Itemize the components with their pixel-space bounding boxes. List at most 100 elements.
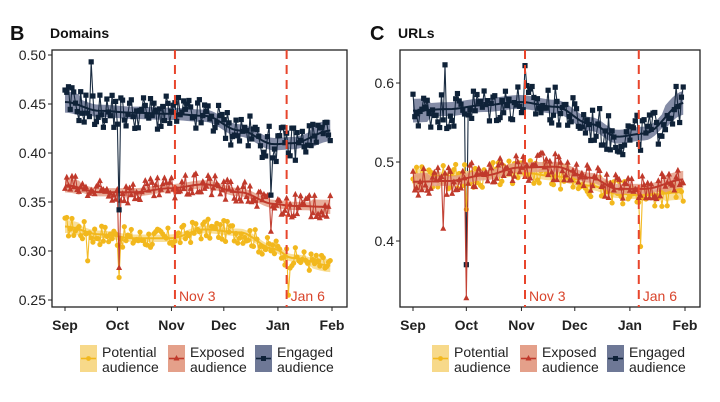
data-point-engaged [268,192,274,198]
data-point-exposed [306,192,313,198]
data-point-potential [191,230,197,236]
data-point-potential [413,164,420,170]
data-point-engaged [102,117,108,124]
data-point-potential [536,180,542,186]
legend-label-engaged: Engaged [277,344,333,360]
data-point-potential [88,235,94,241]
data-point-potential [163,235,169,241]
data-point-exposed [669,181,676,188]
data-point-engaged [93,119,100,125]
data-point-engaged [202,102,208,108]
data-point-engaged [664,112,670,119]
data-point-exposed [128,191,135,198]
data-point-engaged [447,113,453,119]
data-point-exposed [458,184,464,191]
data-point-exposed [203,182,210,189]
data-point-engaged [71,89,77,95]
data-point-exposed [552,150,559,157]
data-point-potential [121,224,127,230]
data-point-engaged [318,124,325,131]
data-point-exposed [564,158,571,165]
data-point-exposed [626,186,633,193]
legend-label-potential: Potential [102,344,156,360]
data-point-engaged [160,103,166,110]
data-point-engaged [643,130,649,136]
data-point-potential [69,215,75,222]
data-point-potential [273,238,279,244]
data-point-engaged [520,107,526,113]
x-tick-label: Nov [158,317,185,333]
data-point-engaged [313,139,319,145]
legend-label-potential-2: audience [454,359,511,375]
legend-label-exposed: Exposed [542,344,596,360]
data-point-engaged [226,120,232,126]
data-point-exposed [637,191,644,198]
data-point-exposed [509,177,516,183]
data-point-engaged [582,130,589,136]
data-point-potential [259,251,265,257]
data-point-exposed [222,195,229,202]
data-point-potential [254,236,260,242]
data-point-exposed [578,169,585,176]
data-point-potential [198,236,204,242]
data-point-exposed [227,178,234,184]
data-point-exposed [648,180,655,187]
y-tick-label: 0.50 [19,47,46,63]
data-point-exposed [554,176,560,183]
data-point-engaged [591,137,597,143]
data-point-potential [588,193,594,200]
data-point-exposed [290,212,297,218]
legend-marker-square [613,356,618,361]
data-point-engaged [497,114,503,121]
data-point-exposed [210,184,217,191]
data-point-engaged [538,110,544,116]
data-point-engaged [525,89,532,95]
data-point-engaged [107,113,113,119]
data-point-potential [311,261,318,267]
data-point-engaged [410,91,416,97]
data-point-engaged [435,119,441,125]
data-point-engaged [456,98,462,104]
data-point-potential [506,158,512,164]
data-point-engaged [243,127,250,134]
data-point-potential [86,230,93,236]
data-point-engaged [488,100,494,106]
data-point-potential [304,260,311,266]
data-point-engaged [565,122,571,128]
data-point-engaged [559,104,565,111]
data-point-exposed [468,159,475,166]
data-point-engaged [174,118,180,124]
data-point-engaged [470,88,477,94]
legend-label-exposed-2: audience [190,359,247,375]
data-point-exposed [422,181,429,188]
data-point-engaged [104,96,110,102]
data-point-engaged [280,124,286,130]
data-point-exposed [641,181,648,188]
data-point-engaged [327,137,333,144]
data-point-engaged [109,92,115,98]
data-point-engaged [88,59,94,65]
data-point-engaged [677,119,683,126]
data-point-engaged [175,94,182,101]
data-point-exposed [655,177,662,184]
data-point-exposed [461,174,468,181]
data-point-exposed [103,185,110,192]
data-point-exposed [152,181,159,188]
data-point-potential [224,218,230,225]
data-point-engaged [449,117,455,124]
data-point-engaged [613,144,619,151]
data-point-exposed [257,188,264,195]
data-point-engaged [589,107,596,113]
data-point-engaged [518,110,525,116]
data-point-engaged [106,109,112,115]
data-point-exposed [513,152,520,159]
data-point-engaged [242,124,248,130]
data-point-engaged [324,119,330,125]
data-point-engaged [556,122,562,128]
data-point-potential [217,222,223,228]
data-point-engaged [440,117,446,123]
data-point-potential [440,163,446,169]
data-point-engaged [119,97,126,103]
data-point-potential [280,254,286,261]
